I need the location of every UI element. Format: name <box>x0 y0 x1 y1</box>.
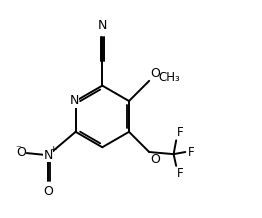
Text: CH₃: CH₃ <box>159 71 180 83</box>
Text: O: O <box>150 153 160 166</box>
Text: +: + <box>49 145 56 154</box>
Text: O: O <box>150 67 160 80</box>
Text: O: O <box>43 184 53 198</box>
Text: N: N <box>43 149 53 162</box>
Text: O: O <box>16 146 26 159</box>
Text: F: F <box>187 146 194 158</box>
Text: N: N <box>98 19 107 32</box>
Text: N: N <box>69 94 79 107</box>
Text: ⁻: ⁻ <box>15 144 21 154</box>
Text: F: F <box>177 126 184 139</box>
Text: F: F <box>177 167 184 180</box>
